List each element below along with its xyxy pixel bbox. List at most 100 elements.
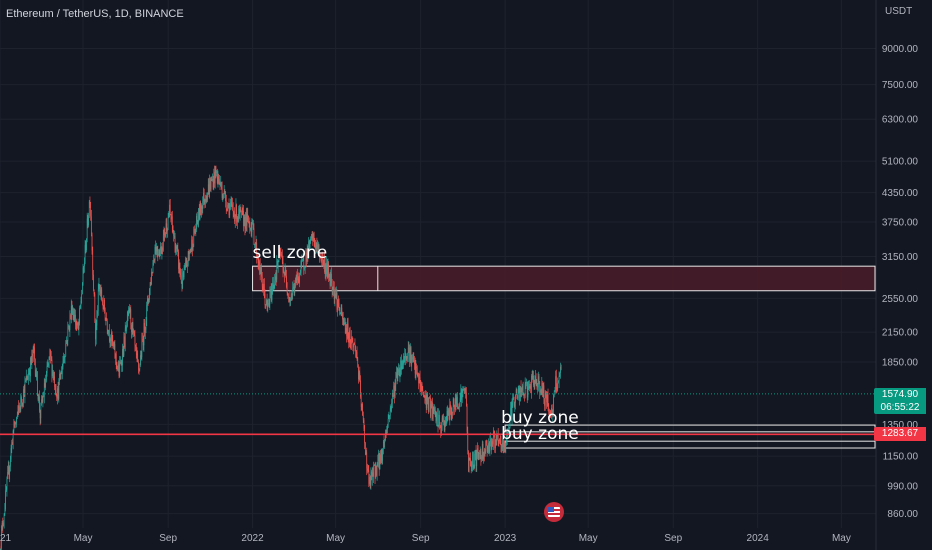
y-tick-label: 6300.00 [882,115,919,126]
candle-up [31,353,33,363]
candle-up [252,220,253,224]
candle-up [559,372,561,376]
candle-up [386,429,388,434]
candle-up [546,394,548,403]
candle-down [135,346,137,354]
candle-up [418,377,420,384]
candle-down [104,299,105,312]
candle-up [505,442,507,447]
candle-up [317,244,319,246]
candle-up [393,385,395,394]
y-tick-label: 7500.00 [882,80,919,91]
candle-down [180,273,181,276]
candle-down [178,251,179,270]
x-tick-label: 2021 [0,533,12,544]
candle-up [431,402,433,405]
candle-up [518,388,520,393]
y-tick-label: 3750.00 [882,217,919,228]
candle-up [78,323,80,330]
candle-down [224,191,226,193]
candle-up [345,328,347,334]
candle-down [228,203,230,216]
candle-down [324,257,325,272]
candle-up [82,267,84,286]
candle-up [305,252,307,268]
candle-down [237,217,239,219]
y-tick-label: 2550.00 [882,294,919,305]
candle-up [506,438,507,443]
candle-down [280,253,282,255]
candle-down [367,468,368,471]
candle-down [37,371,38,394]
candle-down [109,338,111,342]
candle-down [423,396,425,398]
candle-up [20,397,22,411]
flag-stripes [548,507,560,517]
candle-up [349,330,350,343]
candle-up [429,398,431,399]
candle-down [517,396,518,399]
candle-up [48,363,49,366]
candle-up [521,390,523,393]
candle-down [341,307,343,314]
x-tick-label: 2023 [494,533,517,544]
candle-down [142,339,143,340]
candle-down [355,346,357,351]
candle-down [57,388,59,399]
candle-down [72,310,74,315]
candle-down [73,314,75,322]
candle-up [323,257,325,266]
candle-down [50,356,52,360]
us-flag-icon[interactable] [544,502,564,522]
candle-up [214,166,216,184]
candle-up [117,364,119,369]
candle-down [106,317,107,322]
candle-down [50,349,51,357]
candle-up [384,440,386,443]
currency-label[interactable]: USDT [885,6,913,17]
y-tick-label: 1350.00 [882,420,919,431]
candle-down [218,178,220,183]
candle-up [342,318,344,320]
candle-down [543,385,545,400]
candle-up [485,440,487,452]
current-price-tag: 1574.90 06:55:22 [874,388,926,414]
candle-down [106,321,108,330]
time-axis[interactable]: 2021 May Sep 2022 May Sep 2023 May Sep 2024 May [0,533,851,544]
candle-up [445,420,447,426]
candle-up [269,292,271,305]
candle-down [71,305,73,315]
price-axis[interactable]: 9000.00 7500.00 6300.00 5100.00 4350.00 3750.… [882,44,919,520]
symbol-title[interactable]: Ethereum / TetherUS, 1D, BINANCE [6,8,184,20]
candle-up [161,247,163,254]
candle-down [261,276,263,287]
candle-down [99,284,100,290]
candle-down [56,394,58,399]
candle-down [216,171,218,183]
candle-down [41,399,43,402]
candle-down [104,311,106,321]
candle-down [189,251,191,253]
candle-down [548,405,550,413]
y-tick-label: 9000.00 [882,44,919,55]
candle-down [93,274,94,290]
candle-down [171,216,173,227]
candle-down [132,322,134,331]
candle-down [353,343,355,345]
candle-up [162,235,164,251]
candle-up [204,199,206,203]
candle-up [185,260,187,263]
candle-up [187,264,188,267]
candle-up [553,395,554,412]
candle-down [490,439,492,450]
candle-down [560,366,562,369]
candle-down [452,412,453,414]
candle-up [81,285,83,295]
candle-down [116,362,118,370]
candle-up [358,372,360,380]
candle-up [178,262,180,270]
candle-up [41,399,42,403]
candle-down [133,332,135,336]
candle-down [219,182,221,186]
